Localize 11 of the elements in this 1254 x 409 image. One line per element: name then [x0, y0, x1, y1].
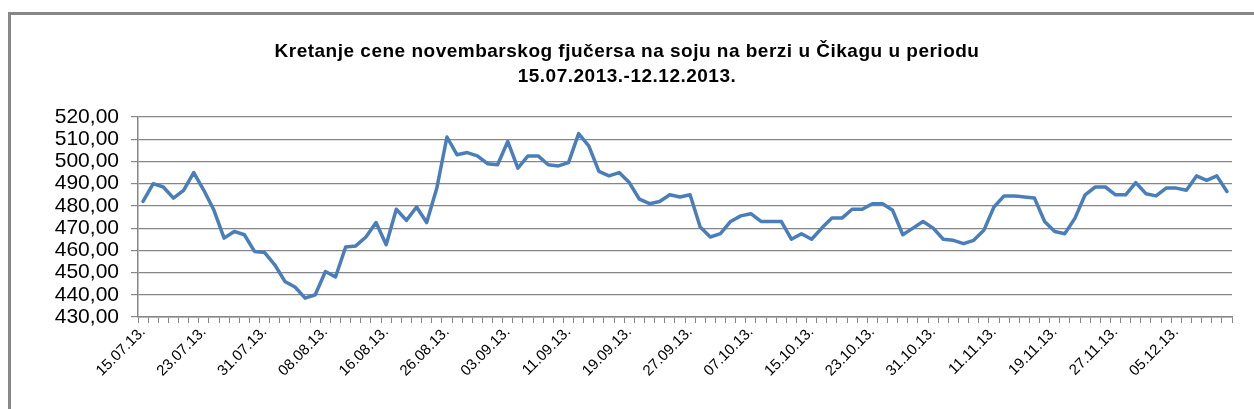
y-tick-label: 450,00 — [54, 259, 119, 283]
y-tick-label: 490,00 — [54, 170, 119, 194]
chart-title: Kretanje cene novembarskog fjučersa na soju na berzi u Čikagu u periodu 15.07.2013.-12.12.2013. — [273, 39, 981, 88]
y-tick-label: 440,00 — [54, 281, 119, 305]
y-tick-label: 520,00 — [54, 103, 119, 127]
y-tick-label: 470,00 — [54, 214, 119, 238]
y-tick-label: 480,00 — [54, 192, 119, 216]
y-tick-label: 430,00 — [54, 303, 119, 327]
y-tick-label: 460,00 — [54, 237, 119, 261]
y-tick-label: 510,00 — [54, 126, 119, 150]
y-tick-label: 500,00 — [54, 148, 119, 172]
